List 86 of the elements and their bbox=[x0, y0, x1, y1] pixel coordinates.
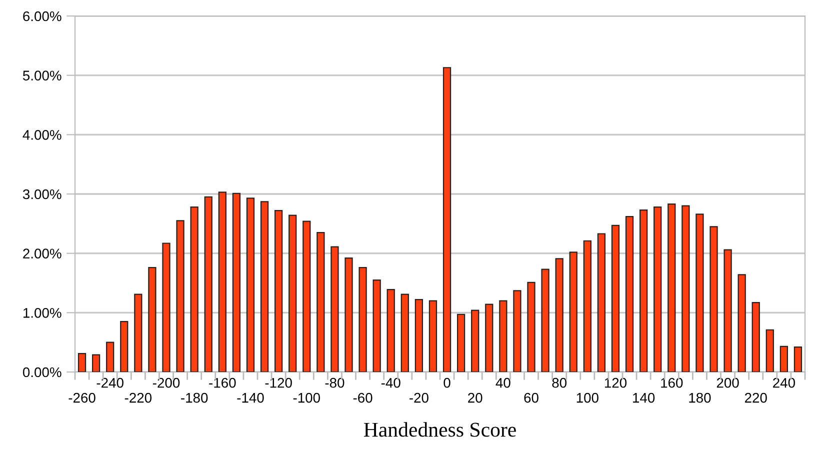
x-tick-label: 200 bbox=[716, 378, 739, 388]
bar bbox=[288, 214, 297, 372]
x-tick-label: 220 bbox=[744, 392, 767, 403]
bar bbox=[485, 304, 494, 372]
x-tick-label: 180 bbox=[689, 392, 711, 403]
bar bbox=[499, 300, 508, 372]
x-tick-label: 240 bbox=[773, 378, 795, 388]
bar bbox=[162, 242, 170, 372]
bar bbox=[344, 258, 353, 372]
x-tick-label: 160 bbox=[661, 378, 683, 388]
bar bbox=[414, 299, 424, 372]
bar bbox=[428, 300, 438, 372]
bar bbox=[456, 314, 466, 372]
bar bbox=[527, 282, 536, 372]
x-tick-label: -180 bbox=[181, 392, 208, 403]
bar bbox=[316, 232, 325, 372]
bar bbox=[555, 258, 564, 372]
x-tick-label: 120 bbox=[604, 378, 627, 388]
x-tick-label: -20 bbox=[410, 392, 428, 403]
x-tick-label: 20 bbox=[468, 392, 482, 403]
bar bbox=[696, 214, 704, 372]
bar bbox=[78, 353, 86, 372]
bar bbox=[597, 233, 606, 372]
bar bbox=[302, 220, 311, 372]
x-tick-label: 100 bbox=[576, 392, 598, 403]
bar bbox=[442, 67, 452, 372]
bar bbox=[794, 346, 802, 372]
bar bbox=[654, 206, 662, 372]
bar bbox=[400, 294, 409, 372]
x-tick-label: 140 bbox=[633, 392, 655, 403]
x-tick-label: -100 bbox=[293, 392, 320, 403]
bar bbox=[738, 274, 746, 372]
bar bbox=[724, 249, 732, 372]
bar bbox=[569, 252, 578, 372]
bar bbox=[372, 279, 381, 372]
y-tick-label: 4.00% bbox=[22, 130, 62, 140]
bar bbox=[274, 210, 283, 372]
bar bbox=[232, 192, 241, 372]
bar bbox=[330, 246, 339, 372]
x-tick-label: 80 bbox=[552, 378, 567, 388]
y-tick-label: 1.00% bbox=[23, 308, 62, 318]
bar bbox=[246, 198, 255, 372]
bar bbox=[668, 204, 676, 372]
bar bbox=[148, 267, 156, 372]
x-tick-label: 0 bbox=[444, 378, 450, 388]
y-tick-label: 0.00% bbox=[22, 367, 62, 378]
bar bbox=[218, 192, 226, 372]
bar bbox=[176, 220, 184, 372]
bar bbox=[92, 354, 100, 372]
y-tick-label: 2.00% bbox=[23, 248, 62, 259]
bar bbox=[583, 240, 592, 372]
x-tick-label: -240 bbox=[96, 378, 124, 388]
x-tick-label: -120 bbox=[265, 378, 292, 388]
x-tick-label: -60 bbox=[353, 392, 372, 403]
y-tick-label: 6.00% bbox=[23, 11, 62, 22]
bar bbox=[106, 342, 114, 372]
bar bbox=[260, 201, 269, 372]
x-tick-label: -160 bbox=[209, 378, 236, 388]
bar bbox=[766, 329, 774, 372]
x-tick-label: -140 bbox=[237, 392, 264, 403]
bar bbox=[134, 294, 142, 372]
bar bbox=[358, 267, 367, 372]
x-tick-label: -40 bbox=[381, 378, 400, 388]
bar bbox=[752, 302, 760, 372]
bar bbox=[611, 224, 620, 372]
bar bbox=[190, 206, 198, 372]
bar bbox=[780, 346, 788, 372]
x-tick-label: -220 bbox=[124, 392, 152, 403]
bar bbox=[386, 288, 395, 372]
bar bbox=[682, 205, 690, 372]
bar bbox=[120, 321, 128, 372]
bar bbox=[513, 290, 522, 372]
bar bbox=[639, 209, 648, 372]
y-tick-label: 5.00% bbox=[22, 70, 62, 81]
bar bbox=[710, 226, 718, 372]
x-tick-label: -260 bbox=[68, 392, 96, 403]
x-tick-label: 60 bbox=[524, 392, 538, 403]
y-tick-label: 3.00% bbox=[22, 189, 62, 200]
bar bbox=[204, 196, 212, 372]
x-tick-label: -200 bbox=[152, 378, 180, 388]
bar bbox=[471, 310, 480, 372]
x-tick-label: -80 bbox=[325, 378, 344, 388]
bar bbox=[625, 216, 634, 372]
x-axis-title: Handedness Score bbox=[364, 422, 516, 437]
x-tick-label: 40 bbox=[496, 378, 510, 388]
bar bbox=[541, 268, 550, 372]
